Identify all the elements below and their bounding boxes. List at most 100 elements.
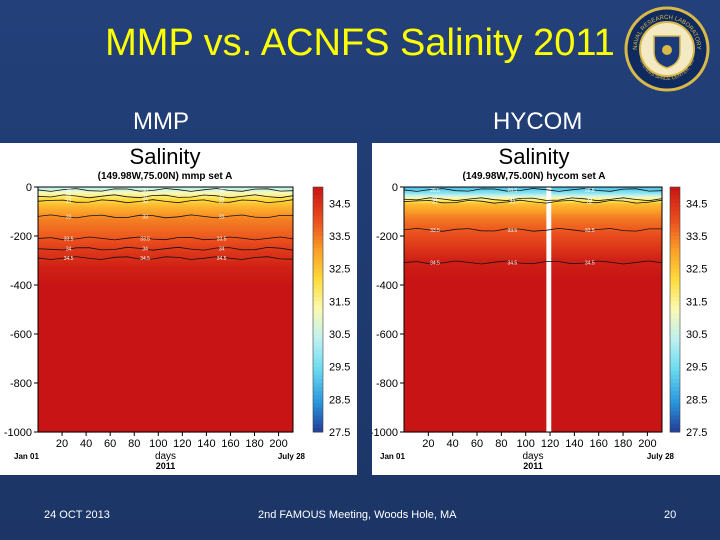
heatmap-band <box>404 319 662 322</box>
colorbar-segment <box>670 223 680 229</box>
contour-line <box>37 188 294 192</box>
contour-label: 30 <box>219 188 225 194</box>
contour-label: 34 <box>66 247 72 253</box>
colorbar-segment <box>670 317 680 323</box>
heatmap-band <box>404 288 662 291</box>
colorbar-segment <box>670 391 680 396</box>
heatmap-band <box>38 254 293 257</box>
heatmap-band <box>38 212 293 215</box>
heatmap-band <box>404 273 662 276</box>
heatmap-band <box>38 376 293 379</box>
x-tick-label: 180 <box>245 438 263 450</box>
heatmap-band <box>404 401 662 404</box>
heatmap-band <box>38 363 293 366</box>
colorbar-segment <box>313 260 323 266</box>
heatmap-band <box>38 337 293 340</box>
heatmap-band <box>38 250 293 253</box>
heatmap-band <box>38 202 293 205</box>
colorbar-segment <box>670 387 680 392</box>
heatmap-band <box>38 291 293 293</box>
colorbar-segment <box>313 399 323 404</box>
heatmap-band <box>404 271 662 274</box>
colorbar-segment <box>670 383 680 388</box>
heatmap-band <box>404 211 662 214</box>
colorbar-segment <box>670 227 680 233</box>
heatmap-band <box>38 209 293 211</box>
colorbar-tick-label: 33.5 <box>686 231 707 243</box>
heatmap-band <box>38 285 293 287</box>
heatmap-band <box>38 287 293 290</box>
heatmap-band <box>38 221 293 224</box>
heatmap-band <box>404 222 662 225</box>
heatmap-band <box>404 267 662 270</box>
heatmap-band <box>38 210 293 213</box>
heatmap-band <box>404 195 662 198</box>
heatmap-band <box>404 411 662 413</box>
colorbar-segment <box>670 248 680 253</box>
heatmap-band <box>38 276 293 279</box>
heatmap-band <box>38 218 293 221</box>
colorbar-segment <box>313 276 323 282</box>
heatmap-band <box>404 405 662 407</box>
heatmap-band <box>38 385 293 388</box>
heatmap-band <box>404 326 662 329</box>
x-tick-label: 160 <box>590 438 608 450</box>
heatmap-band <box>38 387 293 390</box>
heatmap-band <box>404 332 662 335</box>
y-tick-label: -1000 <box>372 427 398 439</box>
colorbar-segment <box>670 191 680 196</box>
heatmap-band <box>404 429 662 432</box>
colorbar-segment <box>670 329 680 335</box>
heatmap-band <box>38 354 293 357</box>
colorbar-segment <box>670 301 680 306</box>
heatmap-band <box>38 205 293 208</box>
contour-label: 32 <box>432 200 438 206</box>
heatmap-band <box>38 231 293 233</box>
heatmap-band <box>404 391 662 394</box>
heatmap-band <box>404 428 662 431</box>
contour-label: 33 <box>142 214 148 220</box>
heatmap-band <box>38 353 293 356</box>
heatmap-band <box>404 322 662 325</box>
heatmap-band <box>404 403 662 406</box>
colorbar-segment <box>670 211 680 217</box>
colorbar-frame <box>669 186 681 433</box>
heatmap-band <box>404 193 662 195</box>
heatmap-band <box>38 215 293 217</box>
heatmap-band <box>404 384 662 387</box>
heatmap-band <box>404 300 662 303</box>
heatmap-band <box>38 259 293 262</box>
heatmap-band <box>38 256 293 259</box>
heatmap-band <box>38 275 293 278</box>
plot-frame <box>403 186 663 433</box>
colorbar-tick-label: 28.5 <box>686 394 707 406</box>
colorbar-segment <box>313 415 323 421</box>
heatmap-band <box>38 286 293 289</box>
contour-line <box>37 236 294 241</box>
x-tick-label: 80 <box>128 438 140 450</box>
heatmap-band <box>38 367 293 369</box>
colorbar-segment <box>670 378 680 384</box>
heatmap-band <box>38 223 293 226</box>
heatmap-band <box>38 397 293 400</box>
heatmap-band <box>38 220 293 222</box>
colorbar-segment <box>670 276 680 282</box>
colorbar-segment <box>313 285 323 290</box>
heatmap-band <box>38 359 293 362</box>
heatmap-band <box>404 337 662 340</box>
heatmap-band <box>404 414 662 417</box>
heatmap-band <box>404 292 662 295</box>
contour-label: 28.5 <box>507 188 517 194</box>
heatmap-band <box>404 368 662 371</box>
colorbar-segment <box>670 321 680 327</box>
contour-label: 33.5 <box>585 228 595 234</box>
heatmap-band <box>38 343 293 346</box>
heatmap-band <box>404 408 662 411</box>
heatmap-band <box>404 418 662 421</box>
heatmap-band <box>404 287 662 290</box>
heatmap-band <box>404 298 662 301</box>
heatmap-band <box>38 297 293 300</box>
heatmap-band <box>38 342 293 345</box>
chart-subtitle: (149.98W,75.00N) mmp set A <box>98 171 233 182</box>
heatmap-band <box>404 190 662 193</box>
